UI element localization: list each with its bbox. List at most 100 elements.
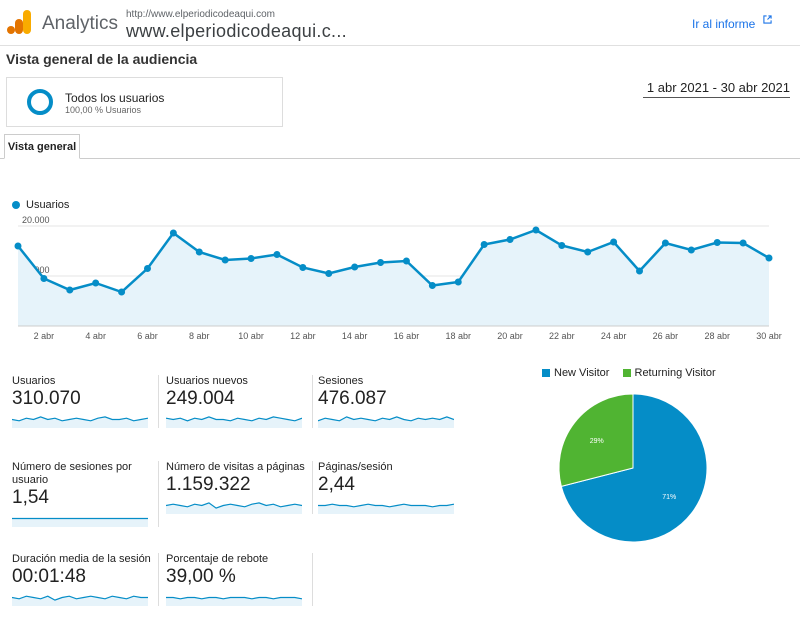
- metric-card[interactable]: Duración media de la sesión 00:01:48: [12, 553, 159, 606]
- date-range-picker[interactable]: 1 abr 2021 - 30 abr 2021: [643, 76, 790, 98]
- metric-value: 249.004: [166, 388, 235, 409]
- metric-sparkline: [318, 416, 454, 428]
- pie-legend-new: New Visitor: [554, 367, 610, 379]
- x-tick-label: 4 abr: [85, 331, 106, 341]
- metric-label: Usuarios nuevos: [166, 375, 248, 387]
- top-bar: Analytics http://www.elperiodicodeaqui.c…: [0, 0, 800, 46]
- metric-sparkline: [166, 416, 302, 428]
- x-tick-label: 6 abr: [137, 331, 158, 341]
- data-point[interactable]: [636, 267, 644, 275]
- segment-card[interactable]: Todos los usuarios 100,00 % Usuarios: [6, 77, 283, 127]
- metric-label: Usuarios: [12, 375, 56, 387]
- metric-sparkline: [166, 596, 302, 606]
- pie-legend: New Visitor Returning Visitor: [542, 367, 726, 379]
- y-tick-label: 20.000: [22, 215, 50, 225]
- x-tick-label: 2 abr: [34, 331, 55, 341]
- segment-name: Todos los usuarios: [65, 91, 165, 105]
- metric-value: 310.070: [12, 388, 81, 409]
- app-name: Analytics: [42, 13, 119, 34]
- x-tick-label: 12 abr: [290, 331, 316, 341]
- data-point[interactable]: [92, 279, 100, 287]
- data-point[interactable]: [506, 236, 514, 243]
- metric-card[interactable]: Usuarios nuevos 249.004: [166, 375, 313, 428]
- x-tick-label: 26 abr: [653, 331, 679, 341]
- metric-value: 2,44: [318, 474, 355, 495]
- metric-sparkline: [12, 517, 148, 527]
- segment-circle-icon: [27, 89, 53, 115]
- metric-label: Número de sesiones por usuario: [12, 461, 132, 486]
- data-point[interactable]: [402, 257, 410, 265]
- pie-legend-returning: Returning Visitor: [634, 367, 716, 379]
- data-point[interactable]: [247, 255, 255, 262]
- tab-overview[interactable]: Vista general: [4, 134, 80, 159]
- metric-label: Sesiones: [318, 375, 364, 387]
- metric-label: Porcentaje de rebote: [166, 553, 269, 565]
- x-tick-label: 8 abr: [189, 331, 210, 341]
- data-point[interactable]: [739, 239, 747, 247]
- data-point[interactable]: [377, 259, 385, 266]
- metric-sparkline: [166, 502, 302, 514]
- metric-card[interactable]: Usuarios 310.070: [12, 375, 159, 428]
- go-to-report-link[interactable]: Ir al informe: [692, 17, 756, 31]
- metric-sparkline: [12, 416, 148, 428]
- site-selector[interactable]: www.elperiodicodeaqui.c...: [126, 21, 347, 41]
- data-point[interactable]: [195, 248, 203, 256]
- legend-dot-icon: [12, 201, 20, 210]
- metric-value: 1.159.322: [166, 474, 251, 495]
- data-point[interactable]: [143, 265, 151, 272]
- data-point[interactable]: [325, 270, 333, 277]
- data-point[interactable]: [610, 238, 618, 246]
- data-point[interactable]: [66, 286, 74, 294]
- x-tick-label: 22 abr: [549, 331, 575, 341]
- segment-sub: 100,00 % Usuarios: [65, 105, 142, 115]
- data-point[interactable]: [169, 229, 177, 237]
- metric-card[interactable]: Número de sesiones por usuario 1,54: [12, 461, 159, 527]
- metric-label: Duración media de la sesión: [12, 553, 151, 565]
- legend-label: Usuarios: [26, 199, 70, 211]
- metric-value: 00:01:48: [12, 566, 86, 587]
- data-point[interactable]: [14, 242, 22, 250]
- metric-value: 39,00 %: [166, 566, 236, 587]
- analytics-logo-icon: [7, 10, 31, 34]
- data-point[interactable]: [661, 239, 669, 247]
- metric-card[interactable]: Porcentaje de rebote 39,00 %: [166, 553, 313, 606]
- data-point[interactable]: [221, 256, 229, 264]
- pie-slice[interactable]: [558, 393, 634, 488]
- data-point[interactable]: [532, 226, 540, 234]
- data-point[interactable]: [687, 246, 695, 254]
- site-url: http://www.elperiodicodeaqui.com: [126, 9, 275, 20]
- metric-card[interactable]: Páginas/sesión 2,44: [318, 461, 465, 514]
- area-fill: [18, 230, 769, 326]
- x-tick-label: 28 abr: [704, 331, 730, 341]
- metric-value: 1,54: [12, 487, 49, 508]
- x-tick-label: 24 abr: [601, 331, 627, 341]
- metric-sparkline: [12, 595, 148, 606]
- x-tick-label: 16 abr: [394, 331, 420, 341]
- metric-sparkline: [318, 503, 454, 514]
- metric-value: 476.087: [318, 388, 387, 409]
- returning-visitor-swatch-icon: [622, 369, 631, 378]
- data-point[interactable]: [351, 263, 359, 271]
- page-title: Vista general de la audiencia: [6, 51, 198, 67]
- visitor-pie-chart: 71% 29%: [558, 393, 708, 543]
- metric-label: Número de visitas a páginas: [166, 461, 305, 473]
- data-point[interactable]: [273, 251, 281, 258]
- data-point[interactable]: [299, 264, 307, 271]
- data-point[interactable]: [480, 241, 488, 248]
- data-point[interactable]: [118, 288, 126, 296]
- tab-strip: Vista general: [0, 134, 800, 159]
- data-point[interactable]: [40, 275, 48, 282]
- x-tick-label: 20 abr: [497, 331, 523, 341]
- pie-slice-label: 29%: [590, 438, 604, 445]
- x-tick-label: 10 abr: [238, 331, 264, 341]
- data-point[interactable]: [713, 239, 721, 246]
- pie-slice[interactable]: [560, 393, 708, 543]
- metric-card[interactable]: Sesiones 476.087: [318, 375, 465, 428]
- data-point[interactable]: [765, 254, 773, 262]
- data-point[interactable]: [454, 278, 462, 286]
- data-point[interactable]: [428, 282, 436, 289]
- data-point[interactable]: [584, 248, 592, 256]
- external-link-icon[interactable]: [763, 15, 772, 24]
- metric-card[interactable]: Número de visitas a páginas 1.159.322: [166, 461, 313, 514]
- data-point[interactable]: [558, 242, 566, 249]
